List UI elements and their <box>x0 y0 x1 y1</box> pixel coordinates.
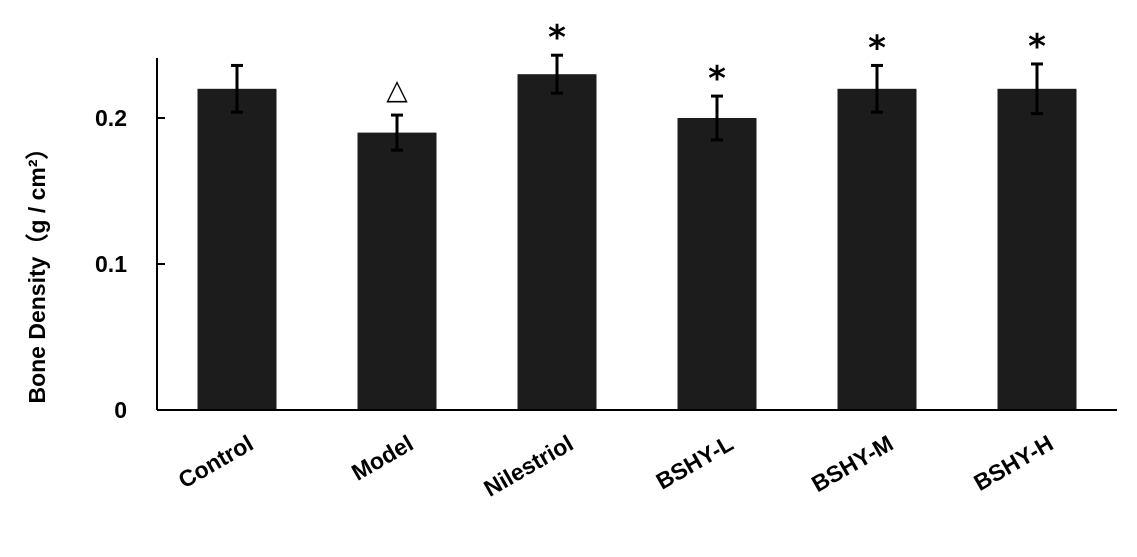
x-tick-label: Control <box>174 430 258 493</box>
y-axis-label: Bone Density（g / cm²） <box>24 136 50 403</box>
significance-marks: △ * * * * <box>386 18 1046 106</box>
asterisk-mark: * <box>548 18 566 58</box>
x-tick-label: Nilestriol <box>479 430 577 502</box>
asterisk-mark: * <box>1028 27 1046 67</box>
bar-model <box>357 132 437 410</box>
bar-bshy-l <box>677 118 757 410</box>
asterisk-mark: * <box>868 28 886 68</box>
asterisk-mark: * <box>708 59 726 99</box>
bar-nilestriol <box>517 74 597 410</box>
x-tick-label: BSHY-H <box>969 430 1057 496</box>
y-tick-label: 0.1 <box>95 251 127 277</box>
plot-area: △ * * * * 0 0.1 0.2 Control Model Nilestriol BSHY… <box>95 18 1117 502</box>
x-tick-label: BSHY-L <box>651 430 737 495</box>
x-tick-labels: Control Model Nilestriol BSHY-L BSHY-M BSHY-H <box>174 430 1058 502</box>
y-ticks: 0 0.1 0.2 <box>95 105 165 423</box>
y-tick-label: 0 <box>114 397 127 423</box>
y-tick-label: 0.2 <box>95 105 127 131</box>
bar-bshy-m <box>837 88 917 411</box>
x-tick-label: BSHY-M <box>807 430 897 497</box>
error-bars <box>231 53 1043 152</box>
bar-control <box>197 88 277 411</box>
x-tick-label: Model <box>347 430 418 486</box>
bars <box>197 74 1077 411</box>
bar-bshy-h <box>997 88 1077 411</box>
triangle-mark: △ <box>386 73 408 106</box>
